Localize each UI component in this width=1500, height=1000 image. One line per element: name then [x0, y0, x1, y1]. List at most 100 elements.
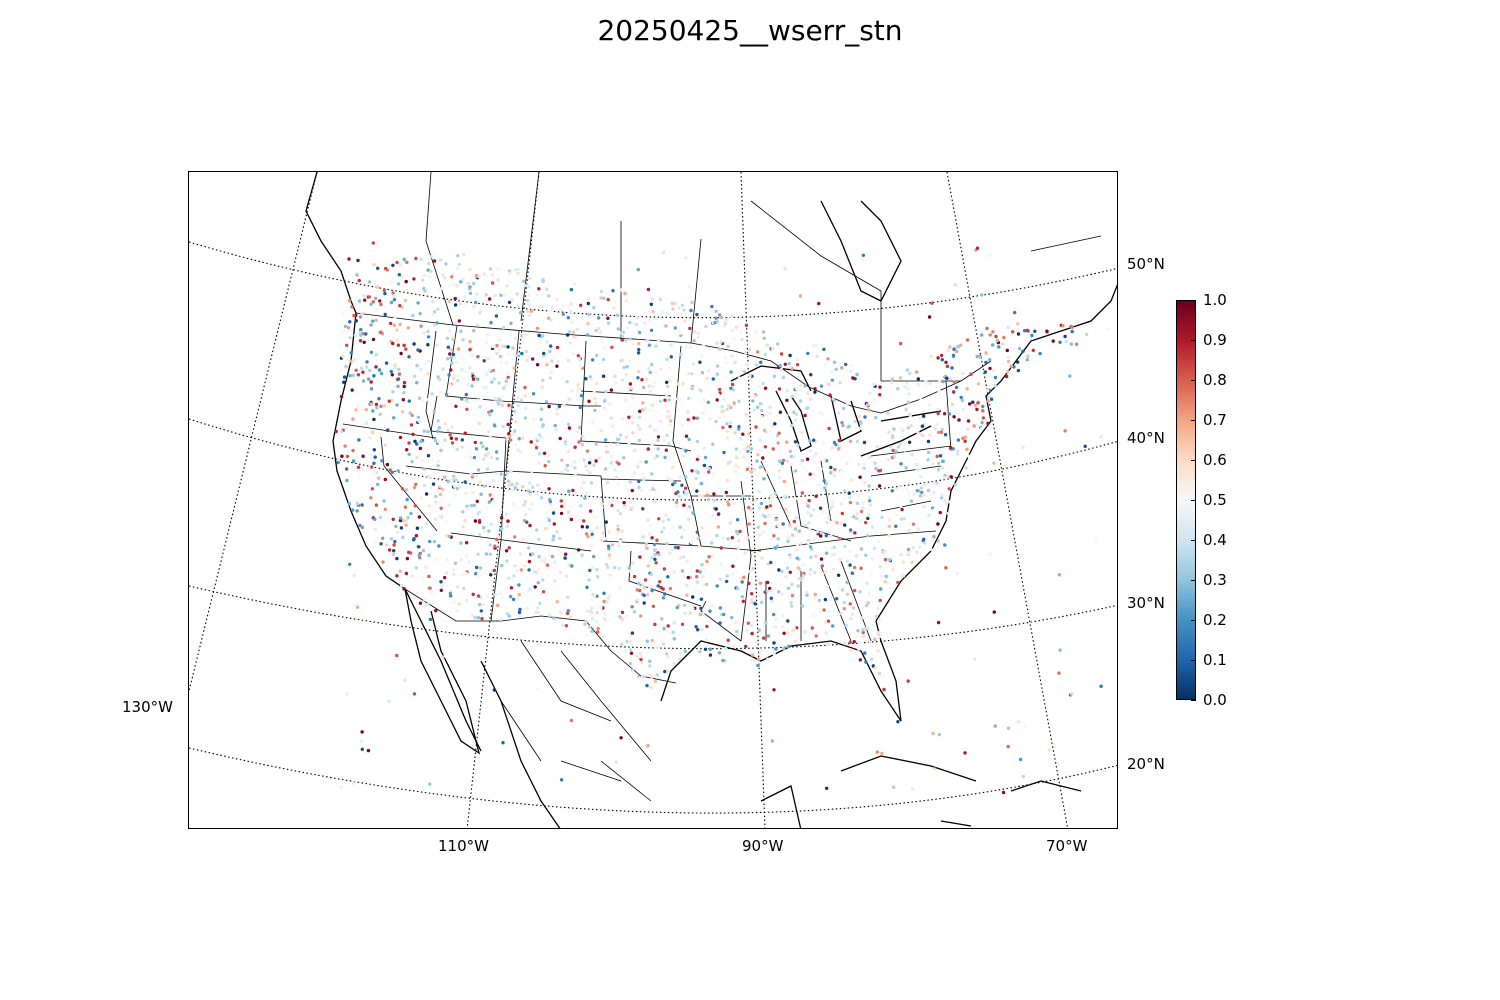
station-point[interactable] — [636, 376, 640, 380]
station-point[interactable] — [645, 338, 650, 343]
station-point[interactable] — [555, 412, 559, 416]
station-point[interactable] — [422, 483, 427, 487]
station-point[interactable] — [950, 366, 954, 370]
station-point[interactable] — [383, 403, 387, 408]
station-point[interactable] — [518, 552, 523, 556]
station-point[interactable] — [936, 461, 941, 465]
station-point[interactable] — [984, 360, 988, 365]
station-point[interactable] — [464, 491, 468, 496]
station-point[interactable] — [759, 648, 763, 652]
station-point[interactable] — [827, 383, 831, 387]
station-point[interactable] — [473, 519, 478, 523]
station-point[interactable] — [829, 471, 833, 475]
station-point[interactable] — [665, 433, 669, 437]
station-point[interactable] — [515, 353, 519, 358]
station-point[interactable] — [799, 541, 803, 545]
station-point[interactable] — [798, 294, 803, 298]
station-point[interactable] — [426, 329, 430, 334]
station-point[interactable] — [644, 460, 648, 464]
station-point[interactable] — [344, 467, 349, 471]
station-point[interactable] — [491, 499, 496, 503]
station-point[interactable] — [432, 539, 437, 544]
station-point[interactable] — [731, 388, 736, 392]
station-point[interactable] — [980, 420, 984, 425]
station-point[interactable] — [762, 477, 766, 481]
station-point[interactable] — [725, 478, 729, 483]
station-point[interactable] — [594, 328, 598, 333]
station-point[interactable] — [594, 459, 598, 463]
station-point[interactable] — [759, 360, 763, 364]
station-point[interactable] — [823, 570, 827, 575]
station-point[interactable] — [682, 603, 687, 607]
station-point[interactable] — [486, 540, 491, 544]
station-point[interactable] — [382, 499, 386, 503]
station-point[interactable] — [374, 308, 378, 312]
station-point[interactable] — [845, 580, 849, 585]
station-point[interactable] — [900, 507, 904, 512]
station-point[interactable] — [786, 539, 790, 543]
station-point[interactable] — [805, 391, 810, 395]
station-point[interactable] — [678, 656, 682, 661]
station-point[interactable] — [650, 556, 654, 560]
station-point[interactable] — [424, 521, 429, 525]
station-point[interactable] — [704, 582, 709, 587]
station-point[interactable] — [794, 481, 798, 485]
station-point[interactable] — [472, 329, 476, 333]
station-point[interactable] — [1026, 354, 1030, 358]
station-point[interactable] — [1006, 744, 1010, 749]
station-point[interactable] — [495, 472, 499, 476]
station-point[interactable] — [716, 525, 721, 529]
station-point[interactable] — [473, 615, 477, 620]
station-point[interactable] — [784, 575, 788, 579]
station-point[interactable] — [545, 353, 549, 357]
station-point[interactable] — [397, 367, 401, 372]
station-point[interactable] — [890, 435, 895, 440]
station-point[interactable] — [645, 683, 649, 688]
station-point[interactable] — [753, 596, 757, 600]
station-point[interactable] — [515, 482, 519, 486]
station-point[interactable] — [944, 360, 948, 364]
station-point[interactable] — [529, 492, 533, 497]
station-point[interactable] — [906, 426, 910, 430]
station-point[interactable] — [371, 319, 375, 323]
station-point[interactable] — [638, 409, 642, 413]
station-point[interactable] — [493, 424, 497, 428]
station-point[interactable] — [678, 556, 683, 560]
station-point[interactable] — [522, 503, 526, 507]
station-point[interactable] — [652, 456, 657, 460]
station-point[interactable] — [724, 375, 728, 379]
station-point[interactable] — [676, 408, 680, 412]
station-point[interactable] — [855, 512, 859, 516]
station-point[interactable] — [563, 556, 567, 560]
station-point[interactable] — [654, 428, 658, 433]
station-point[interactable] — [941, 379, 945, 384]
station-point[interactable] — [428, 782, 432, 786]
station-point[interactable] — [449, 436, 454, 440]
station-point[interactable] — [949, 446, 953, 450]
station-point[interactable] — [783, 362, 787, 366]
station-point[interactable] — [649, 328, 654, 332]
station-point[interactable] — [422, 467, 426, 471]
station-point[interactable] — [394, 524, 398, 529]
station-point[interactable] — [424, 492, 429, 496]
station-point[interactable] — [845, 592, 850, 596]
station-point[interactable] — [575, 327, 580, 332]
station-point[interactable] — [672, 621, 676, 625]
station-point[interactable] — [644, 406, 648, 411]
station-point[interactable] — [676, 546, 680, 550]
station-point[interactable] — [347, 502, 352, 506]
station-point[interactable] — [336, 458, 340, 462]
station-point[interactable] — [623, 291, 627, 296]
station-point[interactable] — [349, 351, 353, 355]
station-point[interactable] — [726, 500, 730, 504]
station-point[interactable] — [809, 555, 813, 559]
station-point[interactable] — [678, 397, 682, 402]
station-point[interactable] — [403, 505, 408, 509]
station-point[interactable] — [884, 574, 888, 579]
station-point[interactable] — [567, 426, 572, 430]
station-point[interactable] — [506, 422, 510, 427]
station-point[interactable] — [671, 482, 675, 487]
station-point[interactable] — [564, 624, 569, 628]
station-point[interactable] — [491, 344, 495, 349]
station-point[interactable] — [665, 415, 670, 419]
